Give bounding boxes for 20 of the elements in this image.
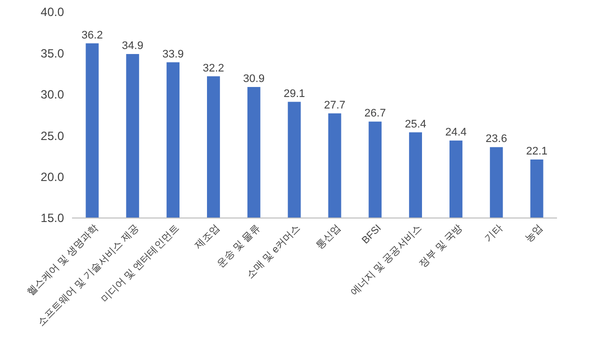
x-tick-label: 기타: [483, 222, 505, 245]
data-label: 27.7: [324, 99, 346, 112]
y-tick-label: 30.0: [40, 88, 64, 102]
data-label: 33.9: [162, 48, 184, 60]
data-label: 30.9: [243, 72, 265, 85]
data-label: 34.9: [122, 40, 144, 52]
y-tick-label: 15.0: [40, 211, 64, 226]
data-label: 23.6: [486, 133, 508, 146]
data-label: 26.7: [364, 108, 386, 120]
y-tick-label: 35.0: [40, 46, 64, 60]
y-tick-label: 40.0: [40, 5, 64, 20]
x-tick-label: 농업: [523, 222, 546, 245]
data-label: 36.2: [81, 29, 103, 42]
y-tick-label: 25.0: [40, 128, 64, 143]
data-label: 32.2: [202, 62, 224, 74]
data-label: 25.4: [404, 118, 426, 130]
data-label: 22.1: [526, 145, 548, 158]
y-tick-label: 20.0: [40, 170, 64, 184]
data-label: 24.4: [445, 126, 467, 139]
data-label: 29.1: [284, 88, 306, 100]
